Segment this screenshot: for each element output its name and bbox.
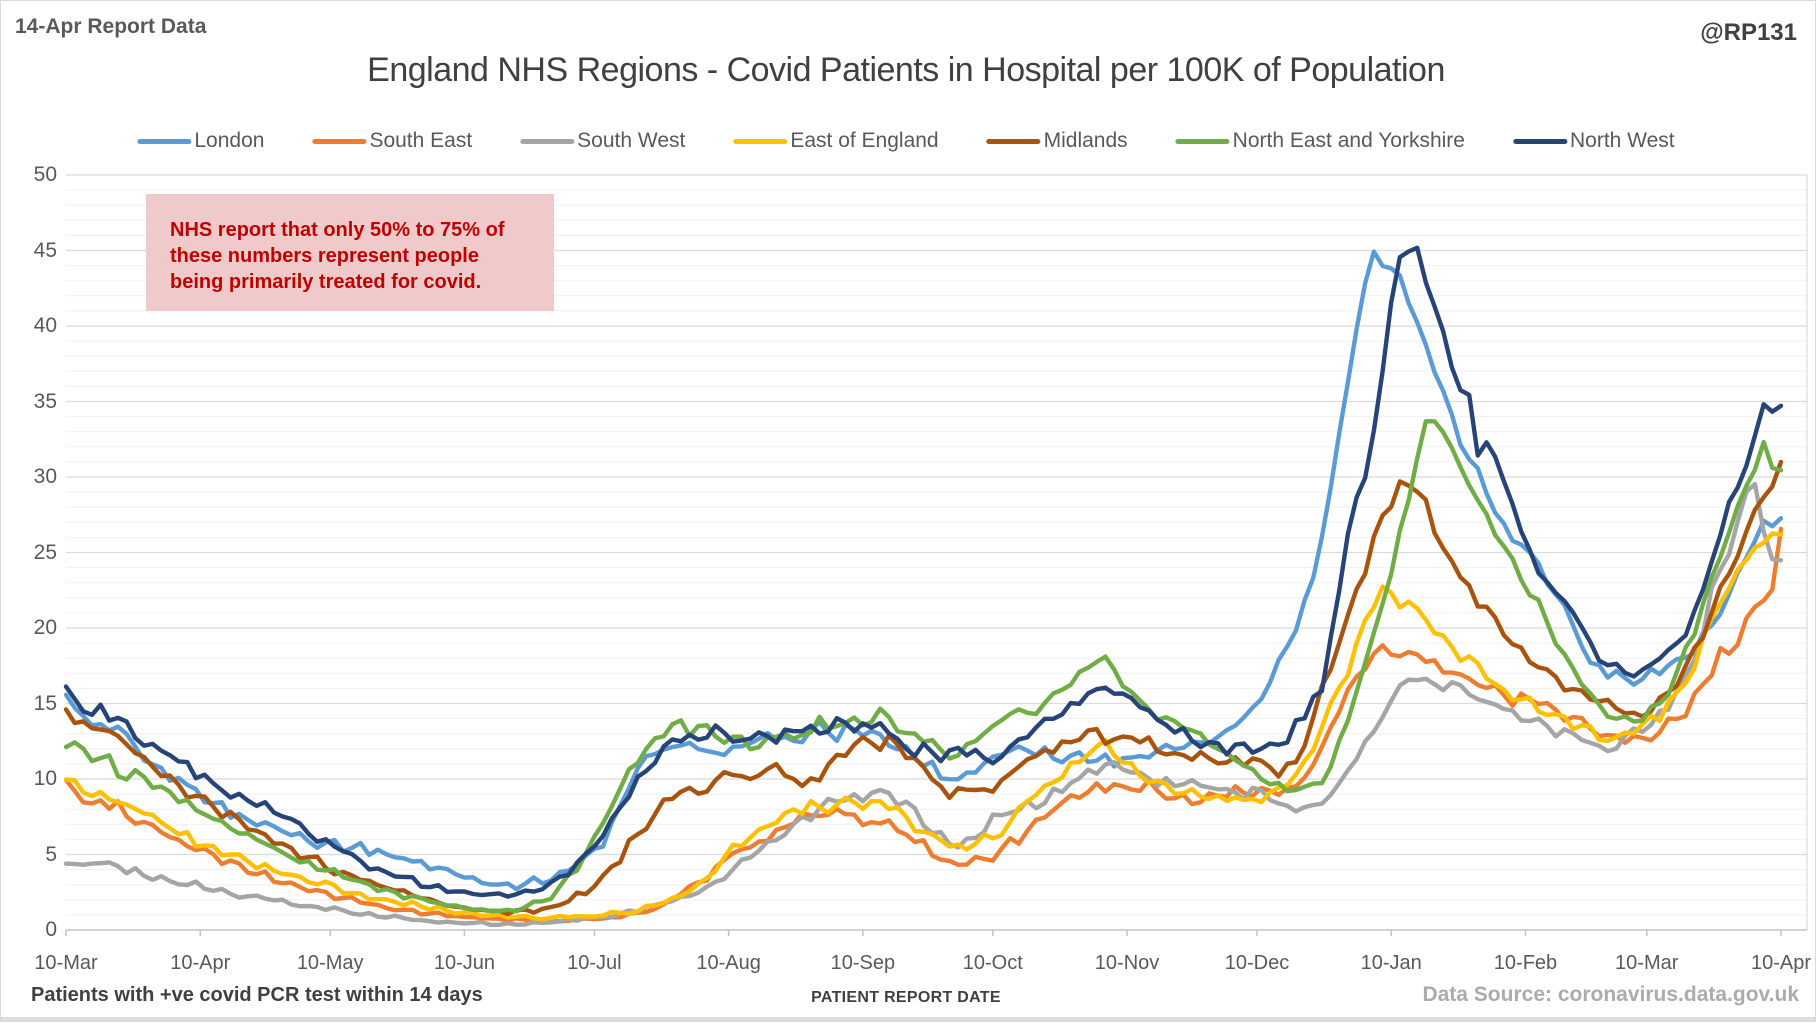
annotation-line: being primarily treated for covid. bbox=[170, 271, 482, 293]
legend-swatch-south-east bbox=[312, 138, 367, 144]
window-bottom-edge bbox=[1, 1017, 1815, 1021]
series-line-east-of-england bbox=[63, 531, 1784, 922]
x-tick-label: 10-Nov bbox=[1094, 952, 1160, 974]
series-line-midlands bbox=[63, 459, 1784, 917]
legend-label-east-of-england: East of England bbox=[790, 129, 939, 152]
legend: London South East South West East of Englan… bbox=[137, 129, 1675, 153]
y-tick-label: 35 bbox=[33, 389, 57, 413]
y-tick-label: 50 bbox=[33, 163, 57, 186]
footer-note: Patients with +ve covid PCR test within … bbox=[31, 984, 483, 1006]
legend-swatch-east-of-england bbox=[733, 138, 788, 144]
x-tick-label: 10-Feb bbox=[1493, 952, 1558, 974]
y-tick-label: 45 bbox=[33, 238, 57, 262]
legend-label-london: London bbox=[194, 129, 265, 152]
x-tick-label: 10-Jun bbox=[433, 952, 495, 974]
series-line-london bbox=[63, 249, 1784, 892]
y-tick-label: 5 bbox=[45, 842, 57, 866]
chart-title: England NHS Regions - Covid Patients in … bbox=[367, 51, 1445, 89]
legend-label-midlands: Midlands bbox=[1043, 129, 1128, 152]
report-date-label: 14-Apr Report Data bbox=[15, 15, 207, 38]
y-tick-label: 10 bbox=[33, 767, 57, 790]
y-tick-label: 25 bbox=[33, 540, 57, 564]
x-tick-label: 10-Jan bbox=[1360, 952, 1422, 974]
x-tick-label: 10-Oct bbox=[962, 952, 1023, 974]
legend-item-north-east-and-yorkshire: North East and Yorkshire bbox=[1175, 129, 1465, 153]
legend-item-east-of-england: East of England bbox=[733, 129, 939, 153]
legend-label-south-east: South East bbox=[369, 129, 473, 152]
series-line-south-west bbox=[63, 481, 1784, 927]
legend-item-north-west: North West bbox=[1512, 129, 1675, 153]
legend-item-south-east: South East bbox=[312, 129, 472, 153]
annotation-line: these numbers represent people bbox=[170, 245, 479, 267]
legend-item-london: London bbox=[137, 129, 264, 153]
annotation-note: NHS report that only 50% to 75% of these… bbox=[146, 194, 554, 311]
x-tick-label: 10-Sep bbox=[830, 952, 896, 974]
annotation-line: NHS report that only 50% to 75% of bbox=[170, 219, 505, 241]
y-tick-label: 30 bbox=[33, 465, 57, 488]
legend-label-north-west: North West bbox=[1569, 129, 1675, 152]
legend-item-midlands: Midlands bbox=[986, 129, 1128, 153]
x-tick-label: 10-Dec bbox=[1224, 952, 1290, 974]
legend-item-south-west: South West bbox=[520, 129, 685, 153]
data-source: Data Source: coronavirus.data.gov.uk bbox=[1422, 983, 1799, 1006]
x-axis-title: PATIENT REPORT DATE bbox=[811, 989, 1001, 1006]
y-tick-label: 15 bbox=[33, 691, 57, 715]
x-tick-label: 10-Apr bbox=[1750, 952, 1812, 974]
x-tick-label: 10-Apr bbox=[170, 952, 231, 974]
legend-swatch-london bbox=[137, 138, 192, 144]
y-tick-label: 0 bbox=[45, 918, 57, 941]
x-tick-label: 10-Aug bbox=[696, 952, 761, 974]
x-tick-label: 10-Jul bbox=[567, 952, 622, 974]
x-tick-label: 10-May bbox=[296, 952, 364, 974]
author-handle: @RP131 bbox=[1700, 19, 1797, 46]
legend-swatch-south-west bbox=[520, 138, 575, 144]
x-tick-label: 10-Mar bbox=[1615, 952, 1679, 974]
x-tick-label: 10-Mar bbox=[34, 952, 98, 974]
legend-swatch-midlands bbox=[986, 138, 1041, 144]
legend-swatch-north-east-and-yorkshire bbox=[1175, 138, 1230, 144]
series-line-north-west bbox=[63, 245, 1784, 899]
y-tick-label: 40 bbox=[33, 314, 57, 337]
legend-label-south-west: South West bbox=[577, 129, 686, 152]
legend-label-north-east-and-yorkshire: North East and Yorkshire bbox=[1232, 129, 1465, 152]
legend-swatch-north-west bbox=[1512, 138, 1567, 144]
y-tick-label: 20 bbox=[33, 616, 57, 639]
